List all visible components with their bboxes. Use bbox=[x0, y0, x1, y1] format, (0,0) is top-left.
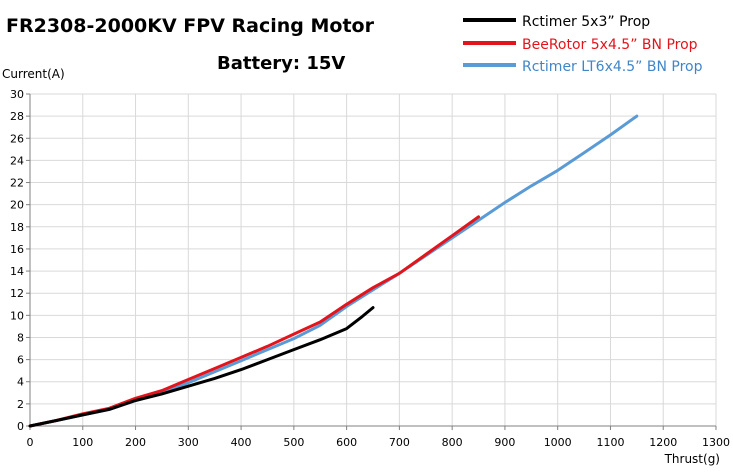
x-axis-label: Thrust(g) bbox=[664, 452, 720, 466]
y-tick-label: 18 bbox=[10, 221, 24, 234]
y-tick-label: 26 bbox=[10, 132, 24, 145]
x-tick-label: 600 bbox=[336, 436, 357, 449]
legend-label-2: Rctimer LT6x4.5” BN Prop bbox=[522, 59, 703, 75]
y-tick-label: 10 bbox=[10, 309, 24, 322]
y-tick-label: 14 bbox=[10, 265, 24, 278]
x-tick-label: 800 bbox=[442, 436, 463, 449]
y-tick-label: 8 bbox=[17, 331, 24, 344]
y-tick-label: 22 bbox=[10, 177, 24, 190]
x-tick-label: 1300 bbox=[702, 436, 730, 449]
y-tick-label: 30 bbox=[10, 88, 24, 101]
grid bbox=[30, 93, 717, 426]
x-tick-label: 1100 bbox=[596, 436, 624, 449]
y-tick-label: 12 bbox=[10, 287, 24, 300]
x-tick-label: 900 bbox=[494, 436, 515, 449]
y-tick-label: 6 bbox=[17, 354, 24, 367]
y-axis-label: Current(A) bbox=[2, 67, 65, 81]
x-tick-label: 0 bbox=[27, 436, 34, 449]
series-line-0 bbox=[28, 306, 375, 428]
y-tick-label: 0 bbox=[17, 420, 24, 433]
x-tick-label: 200 bbox=[125, 436, 146, 449]
x-tick-label: 700 bbox=[389, 436, 410, 449]
y-tick-label: 4 bbox=[17, 376, 24, 389]
x-tick-label: 400 bbox=[231, 436, 252, 449]
chart-subtitle: Battery: 15V bbox=[217, 53, 345, 74]
legend-label-0: Rctimer 5x3” Prop bbox=[522, 14, 650, 30]
x-axis-ticks: 0 100 200 300 400 500 600 700 800 900 1000 1100 1200… bbox=[27, 426, 730, 449]
x-tick-label: 300 bbox=[178, 436, 199, 449]
y-tick-label: 16 bbox=[10, 243, 24, 256]
y-tick-label: 24 bbox=[10, 154, 24, 167]
legend-item-0: Rctimer 5x3” Prop bbox=[463, 14, 650, 30]
x-tick-label: 500 bbox=[283, 436, 304, 449]
y-tick-label: 20 bbox=[10, 199, 24, 212]
x-tick-label: 1200 bbox=[649, 436, 677, 449]
x-tick-label: 1000 bbox=[544, 436, 572, 449]
x-tick-label: 100 bbox=[72, 436, 93, 449]
legend-item-1: BeeRotor 5x4.5” BN Prop bbox=[463, 37, 698, 53]
plot-series bbox=[28, 114, 639, 428]
legend-label-1: BeeRotor 5x4.5” BN Prop bbox=[522, 37, 698, 53]
legend: Rctimer 5x3” Prop BeeRotor 5x4.5” BN Pro… bbox=[463, 14, 703, 75]
y-tick-label: 2 bbox=[17, 398, 24, 411]
y-tick-label: 28 bbox=[10, 110, 24, 123]
legend-item-2: Rctimer LT6x4.5” BN Prop bbox=[463, 59, 703, 75]
chart-title: FR2308-2000KV FPV Racing Motor bbox=[6, 15, 375, 37]
